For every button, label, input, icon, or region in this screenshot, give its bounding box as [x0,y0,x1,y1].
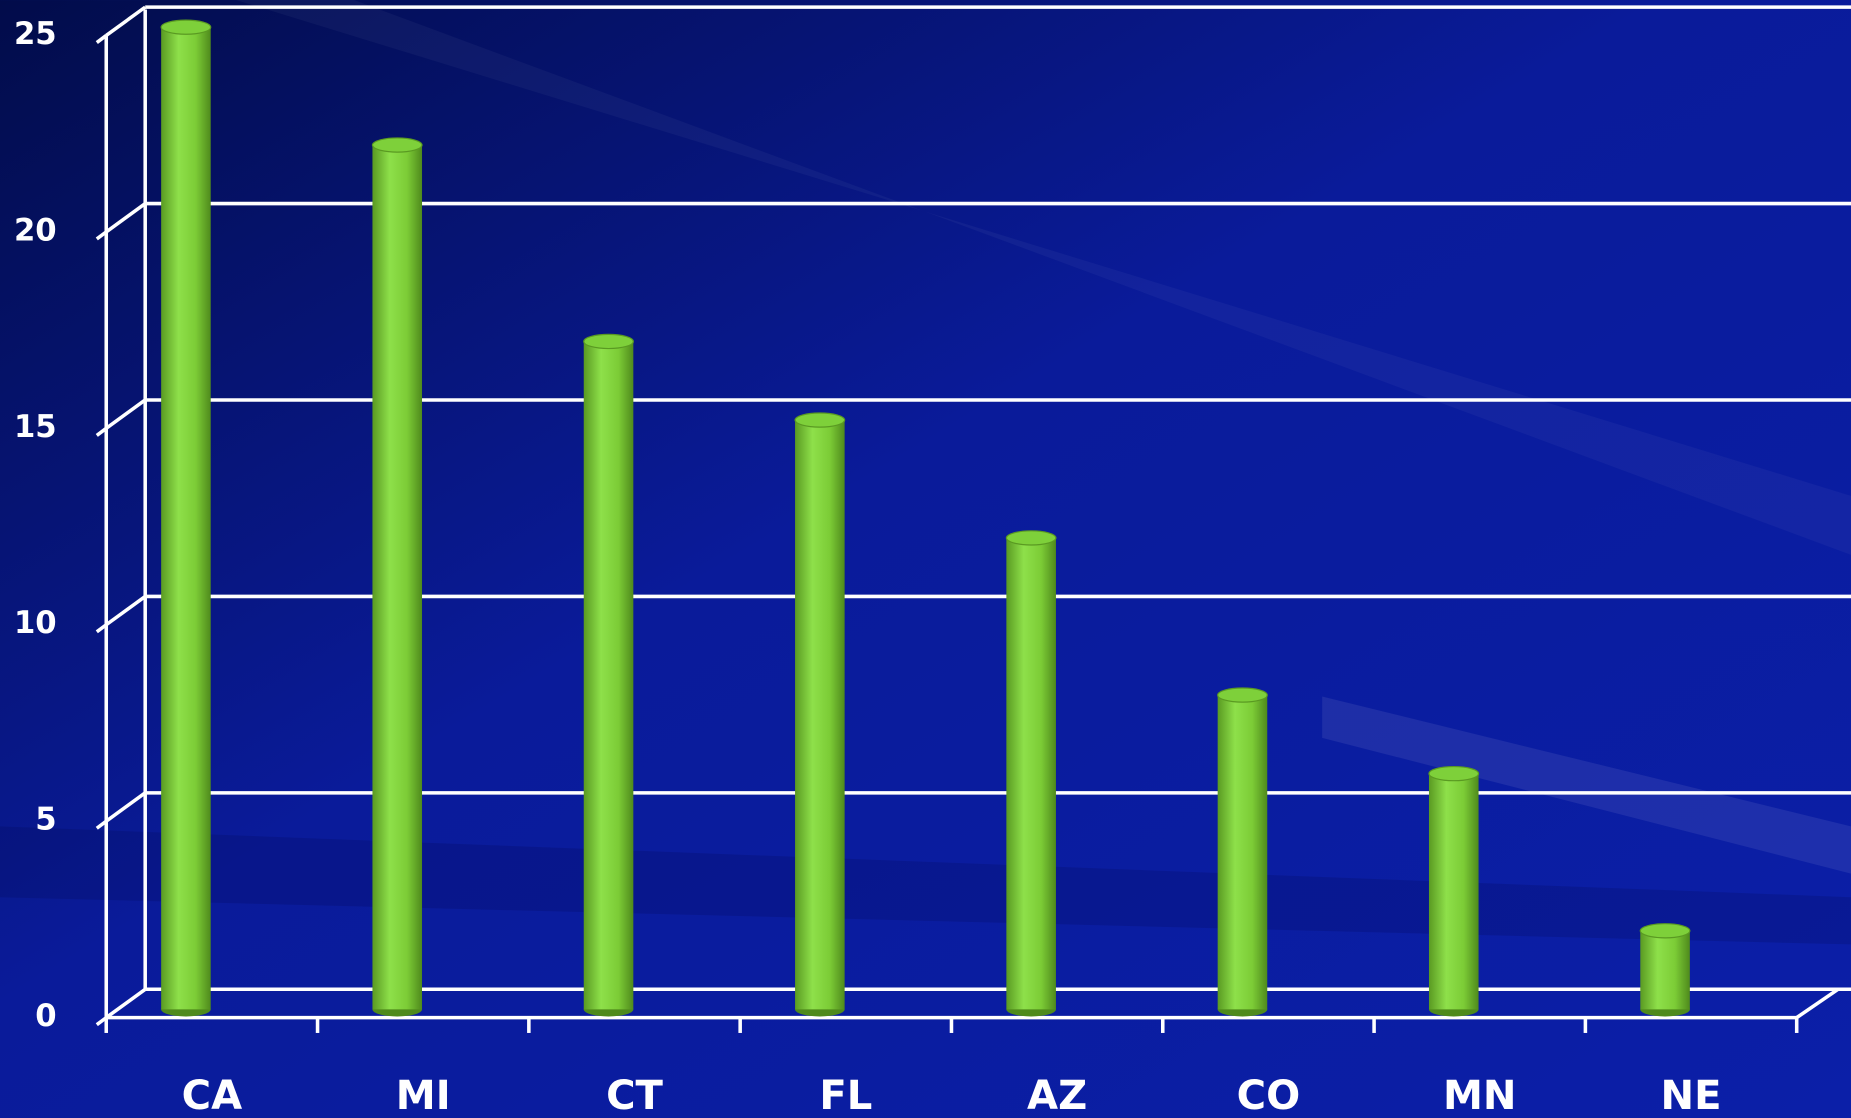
bar [794,412,846,1017]
bar-body [795,420,845,1010]
y-tick-label: 10 [14,606,57,641]
x-tick-label: NE [1661,1073,1722,1118]
bar-body [1217,695,1268,1010]
bar-top [1428,765,1480,782]
bar-top [583,333,634,350]
bar [371,137,423,1017]
x-tick-label: AZ [1027,1073,1087,1118]
tick-mark [95,819,108,830]
bar [1217,687,1268,1017]
y-tick-label: 25 [14,17,57,52]
grid-line [105,202,147,234]
x-tick-label: CO [1237,1073,1301,1118]
x-tick-label: MI [396,1073,451,1118]
bar-top [1639,923,1691,939]
bar-body [1640,930,1690,1010]
bar-top [160,19,212,35]
bar-top [1217,687,1268,703]
x-tick-label: MN [1443,1073,1517,1118]
tick-mark [95,623,108,634]
bar-body [1006,537,1056,1010]
grid-line [105,791,147,823]
grid-line [105,398,147,430]
grid-line [105,987,147,1020]
streak [0,826,1851,945]
y-tick-label: 0 [35,999,56,1034]
bar [160,19,212,1017]
floor-edge [1795,987,1840,1020]
tick-mark [95,230,108,241]
bar-top [794,412,846,428]
tick-mark [95,426,108,437]
streak [1322,696,1851,874]
x-tick-label: CA [182,1073,243,1118]
y-tick-label: 20 [14,213,57,248]
bar-body [372,145,423,1010]
tick-mark [95,34,108,44]
x-tick-label: FL [819,1073,872,1118]
grid-line [105,5,147,37]
x-tick-label: CT [606,1073,663,1118]
bar-body [583,341,634,1010]
bar [583,333,634,1017]
y-tick-label: 15 [14,410,57,445]
grid-line [105,594,147,627]
bar-body [1428,773,1479,1010]
bar [1005,530,1057,1017]
bar [1428,765,1480,1017]
bar-top [1005,530,1057,546]
bar [1639,923,1691,1017]
y-tick-label: 5 [35,803,56,838]
bar-top [371,137,423,153]
bar-body [161,27,211,1010]
